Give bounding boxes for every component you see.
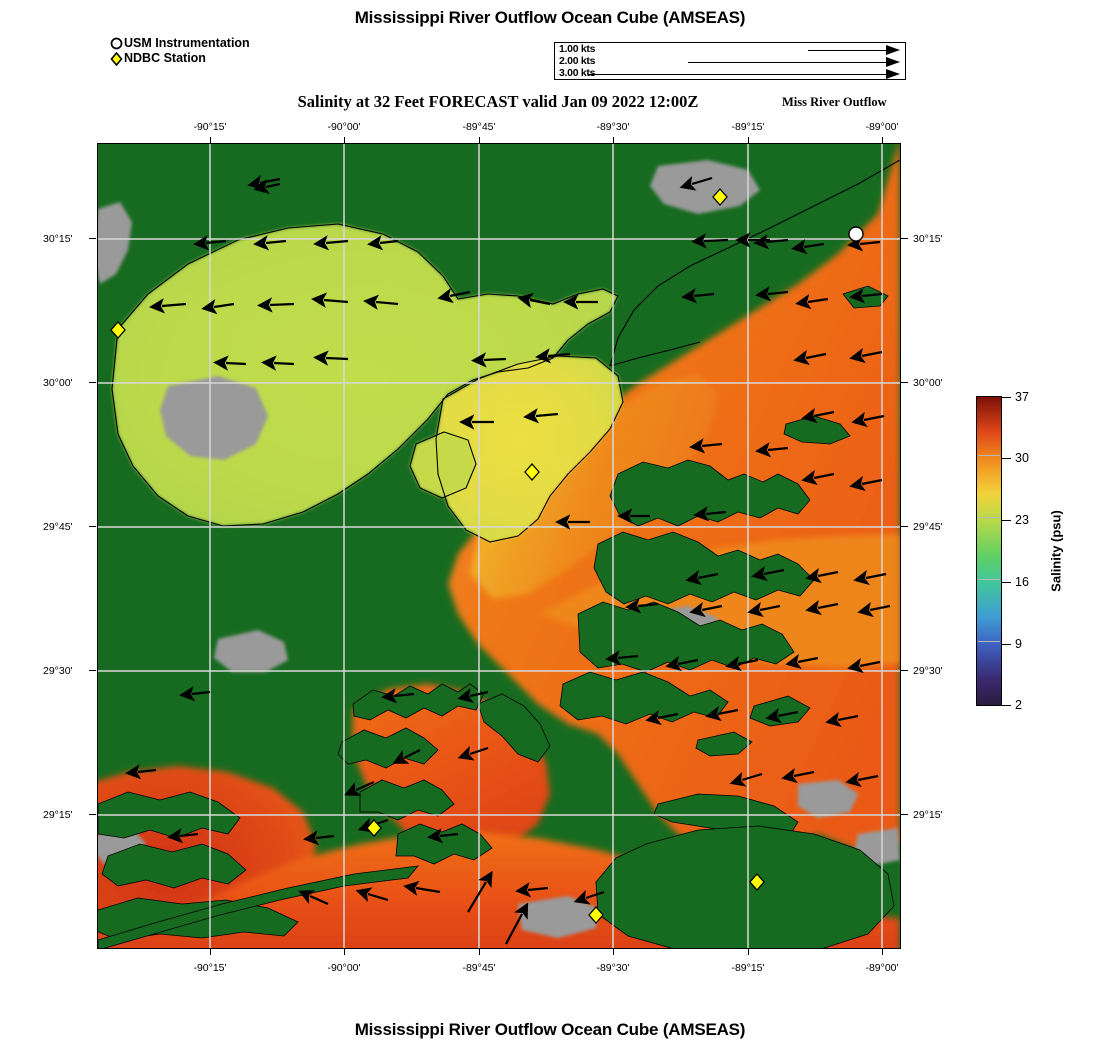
ndbc-station-marker	[749, 873, 765, 891]
colorbar-tick-label: 16	[1015, 575, 1029, 589]
x-axis-label-top: -90°00'	[327, 121, 361, 133]
colorbar-gradient	[976, 396, 1002, 706]
x-axis-label-top: -89°00'	[865, 121, 899, 133]
y-axis-label-right: 29°45'	[913, 521, 943, 533]
legend-label-usm: USM Instrumentation	[124, 36, 250, 50]
salinity-map[interactable]	[97, 143, 901, 949]
x-axis-label-top: -89°15'	[731, 121, 765, 133]
x-axis-label-bottom: -90°00'	[327, 962, 361, 974]
x-axis-label-bottom: -89°30'	[596, 962, 630, 974]
y-axis-label-right: 29°15'	[913, 809, 943, 821]
current-vectors	[125, 174, 891, 945]
station-legend: USM Instrumentation NDBC Station	[108, 36, 250, 66]
colorbar-tick-label: 30	[1015, 451, 1029, 465]
x-axis-label-bottom: -89°00'	[865, 962, 899, 974]
velocity-scale-row: 2.00 kts	[555, 55, 905, 68]
y-axis-label-left: 29°45'	[43, 521, 73, 533]
circle-icon	[108, 36, 124, 51]
x-axis-label-bottom: -90°15'	[193, 962, 227, 974]
x-axis-label-top: -89°45'	[462, 121, 496, 133]
colorbar-tick-label: 23	[1015, 513, 1029, 527]
velocity-scale-row: 3.00 kts	[555, 67, 905, 80]
station-markers	[110, 188, 864, 924]
velocity-scale-box: 1.00 kts 2.00 kts 3.00 kts	[554, 42, 906, 80]
page-title: Mississippi River Outflow Ocean Cube (AM…	[354, 8, 746, 27]
velocity-scale-label: 2.00 kts	[559, 55, 596, 67]
x-axis-label-bottom: -89°15'	[731, 962, 765, 974]
x-axis-label-top: -89°30'	[596, 121, 630, 133]
chart-subtitle: Salinity at 32 Feet FORECAST valid Jan 0…	[297, 92, 699, 111]
colorbar-tick-label: 37	[1015, 390, 1029, 404]
y-axis-label-right: 30°00'	[913, 377, 943, 389]
velocity-scale-row: 1.00 kts	[555, 43, 905, 56]
colorbar-title: Salinity (psu)	[1048, 510, 1064, 592]
y-axis-label-left: 29°15'	[43, 809, 73, 821]
footer-title: Mississippi River Outflow Ocean Cube (AM…	[354, 1020, 746, 1039]
colorbar-tick-label: 9	[1015, 637, 1022, 651]
legend-label-ndbc: NDBC Station	[124, 51, 206, 65]
ndbc-station-marker	[110, 321, 126, 339]
marsh-islands	[98, 285, 895, 948]
usm-instrumentation-marker	[848, 226, 864, 242]
velocity-scale-label: 3.00 kts	[559, 67, 596, 79]
diamond-icon	[108, 51, 124, 66]
ndbc-station-marker	[366, 819, 382, 837]
y-axis-label-right: 29°30'	[913, 665, 943, 677]
ndbc-station-marker	[712, 188, 728, 206]
velocity-scale-label: 1.00 kts	[559, 43, 596, 55]
map-gridlines	[98, 144, 900, 948]
y-axis-label-left: 29°30'	[43, 665, 73, 677]
product-label: Miss River Outflow	[782, 95, 887, 109]
map-graphics	[98, 144, 900, 948]
x-axis-label-top: -90°15'	[193, 121, 227, 133]
legend-item-usm: USM Instrumentation	[108, 36, 250, 51]
ndbc-station-marker	[588, 906, 604, 924]
x-axis-label-bottom: -89°45'	[462, 962, 496, 974]
map-canvas	[98, 144, 900, 948]
ndbc-station-marker	[524, 463, 540, 481]
legend-item-ndbc: NDBC Station	[108, 51, 250, 66]
y-axis-label-left: 30°15'	[43, 233, 73, 245]
y-axis-label-left: 30°00'	[43, 377, 73, 389]
y-axis-label-right: 30°15'	[913, 233, 943, 245]
colorbar-tick-label: 2	[1015, 698, 1022, 712]
